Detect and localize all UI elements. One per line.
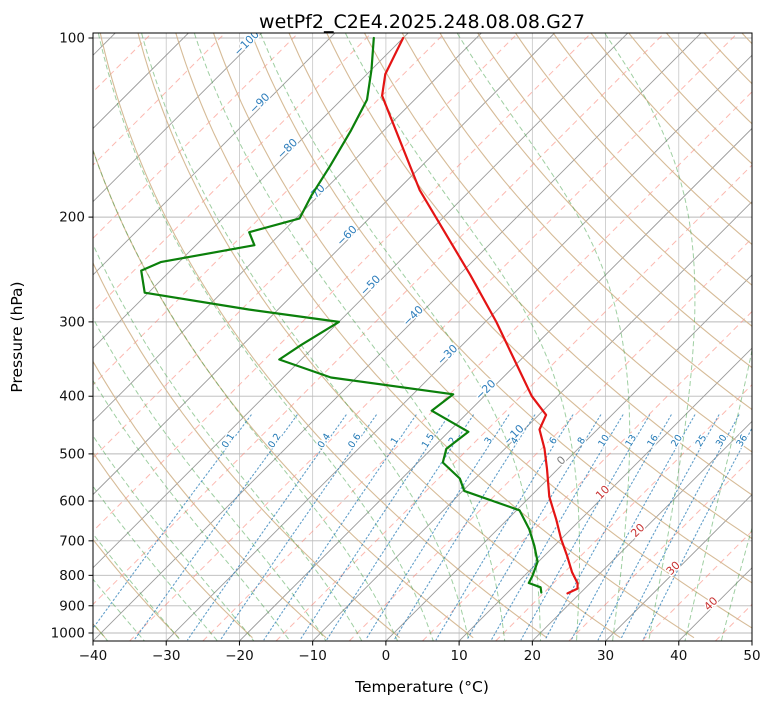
y-tick-label: 100 [59, 31, 85, 47]
chart-title: wetPf2_C2E4.2025.248.08.08.G27 [259, 11, 585, 33]
mixing-ratio-layer [93, 414, 752, 641]
x-tick-label: 50 [743, 648, 760, 664]
axis-layer: −40 −30 −20 −10 0 10 20 30 40 50 100 200 300 400 500 60… [51, 31, 761, 665]
x-tick-label: 0 [382, 648, 391, 664]
y-tick-label: 1000 [51, 626, 85, 642]
profile-layer [140, 36, 579, 595]
plot-frame [92, 32, 753, 642]
dewpoint-curve [140, 36, 543, 594]
x-tick-label: 10 [451, 648, 468, 664]
x-tick-label: 40 [670, 648, 687, 664]
y-tick-label: 800 [59, 568, 85, 584]
temperature-curve [381, 36, 579, 595]
x-axis-label: Temperature (°C) [355, 678, 489, 696]
x-tick-label: −20 [225, 648, 254, 664]
x-tick-label: 30 [597, 648, 614, 664]
y-tick-label: 400 [59, 389, 85, 405]
grid-layer [93, 33, 752, 641]
x-tick-label: −10 [298, 648, 327, 664]
y-tick-label: 900 [59, 598, 85, 614]
y-axis-label: Pressure (hPa) [8, 281, 26, 393]
y-tick-label: 600 [59, 494, 85, 510]
x-tick-label: −40 [79, 648, 108, 664]
x-tick-label: 20 [524, 648, 541, 664]
y-tick-label: 700 [59, 533, 85, 549]
y-tick-label: 300 [59, 314, 85, 330]
y-tick-label: 200 [59, 210, 85, 226]
x-tick-label: −30 [152, 648, 181, 664]
y-tick-label: 500 [59, 446, 85, 462]
